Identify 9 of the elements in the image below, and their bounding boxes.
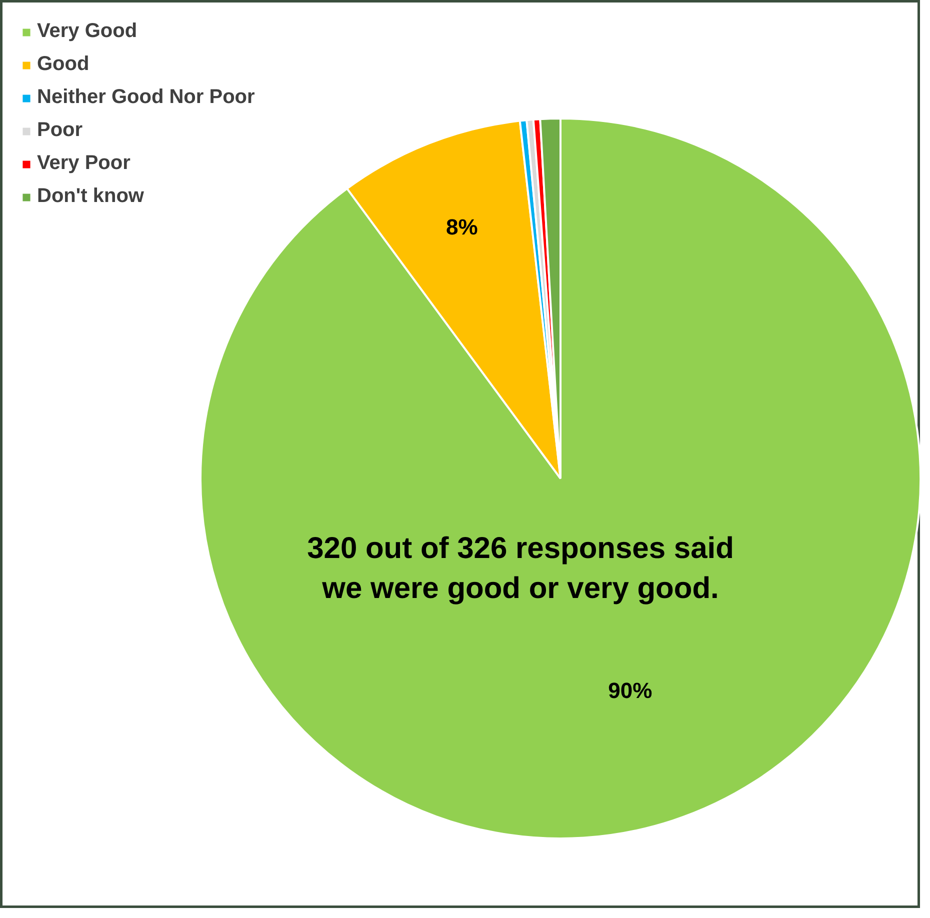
legend-label: Good	[37, 53, 90, 76]
legend-label: Neither Good Nor Poor	[37, 86, 255, 109]
legend-label: Poor	[37, 119, 83, 142]
text: 320 out of 326 responses said we were good or very good.	[307, 532, 734, 605]
legend-label: Very Poor	[37, 152, 130, 175]
legend-label: Very Good	[37, 20, 138, 43]
data-label: 8%	[446, 214, 478, 240]
data-label: 90%	[608, 678, 652, 704]
legend-label: Don't know	[37, 185, 144, 208]
